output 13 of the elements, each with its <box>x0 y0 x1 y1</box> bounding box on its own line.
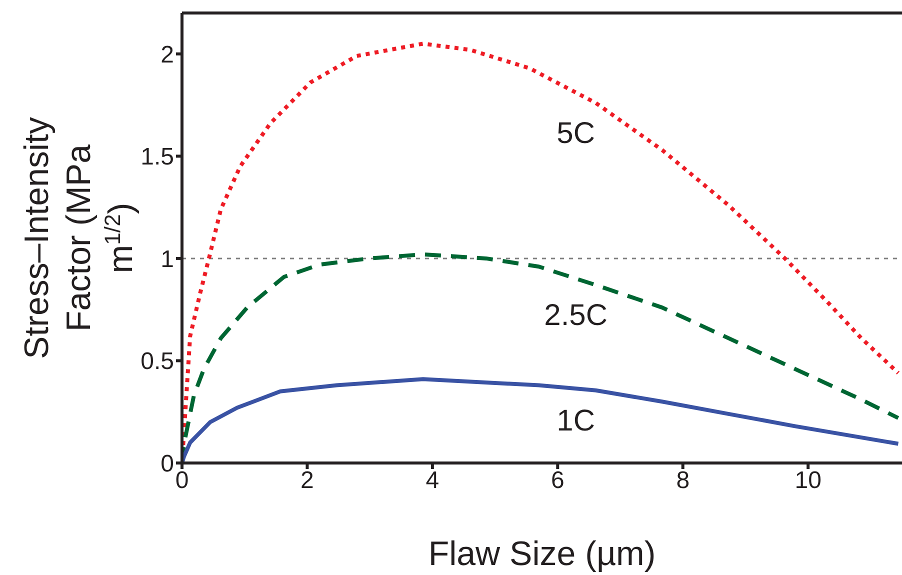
y-tick-label: 1.5 <box>140 144 174 171</box>
y-tick-label: 0.5 <box>140 348 174 376</box>
x-tick-label: 2 <box>300 467 314 494</box>
series-label: 2.5C <box>544 299 608 332</box>
y-tick-label: 1 <box>160 246 174 273</box>
x-tick-label: 8 <box>676 467 690 494</box>
y-tick-label: 2 <box>160 41 174 68</box>
x-axis-title: Flaw Size (µm) <box>428 535 656 573</box>
series-label: 1C <box>556 404 596 438</box>
x-tick-label: 10 <box>794 467 822 494</box>
x-tick-label: 4 <box>426 467 440 494</box>
x-tick-label: 6 <box>550 467 564 494</box>
series-label: 5C <box>556 117 596 150</box>
